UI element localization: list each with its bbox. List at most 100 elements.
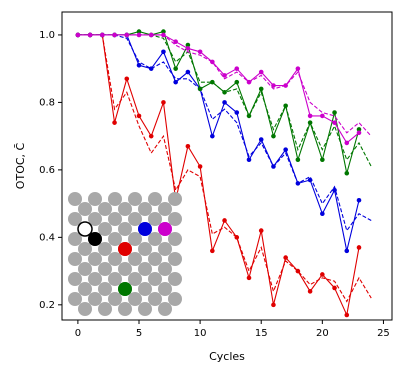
qubit xyxy=(108,252,122,266)
qubit xyxy=(168,232,182,246)
x-tick-label: 15 xyxy=(255,328,268,339)
data-point xyxy=(222,100,227,105)
qubit xyxy=(148,292,162,306)
simulation-line xyxy=(77,34,372,232)
qubit xyxy=(68,192,82,206)
data-point xyxy=(283,103,288,109)
data-line xyxy=(77,34,360,317)
data-point xyxy=(112,120,117,125)
qubit xyxy=(98,302,112,316)
data-point xyxy=(222,73,227,78)
y-tick-label: 0.8 xyxy=(39,97,55,108)
data-point xyxy=(246,275,252,281)
qubit xyxy=(118,262,132,276)
qubit xyxy=(68,232,82,246)
data-point xyxy=(258,137,264,142)
qubit xyxy=(158,242,172,256)
data-point xyxy=(283,255,288,260)
qubit xyxy=(98,222,112,236)
simulation-line xyxy=(77,34,372,137)
highlighted-qubit xyxy=(138,222,152,236)
y-tick-label: 0.2 xyxy=(39,300,55,311)
qubit xyxy=(78,282,92,296)
qubit xyxy=(138,242,152,256)
qubit xyxy=(88,272,102,286)
qubit xyxy=(98,282,112,296)
qubit xyxy=(78,262,92,276)
data-point xyxy=(332,110,337,115)
qubit xyxy=(118,302,132,316)
highlighted-qubit xyxy=(118,242,132,256)
data-point xyxy=(283,147,288,152)
qubit xyxy=(118,222,132,236)
data-point xyxy=(356,127,362,132)
data-point xyxy=(136,32,142,38)
data-point xyxy=(87,32,93,38)
qubit xyxy=(138,302,152,316)
qubit-inset xyxy=(68,192,182,316)
qubit xyxy=(78,302,92,316)
qubit xyxy=(108,292,122,306)
data-point xyxy=(173,79,178,85)
data-point xyxy=(75,32,81,38)
data-point xyxy=(344,140,350,146)
data-point xyxy=(234,66,240,71)
data-point xyxy=(234,79,240,85)
data-point xyxy=(344,248,350,254)
qubit xyxy=(68,212,82,226)
qubit xyxy=(148,192,162,206)
data-point xyxy=(185,143,191,149)
data-point xyxy=(356,130,362,136)
qubit xyxy=(128,232,142,246)
data-point xyxy=(320,157,325,163)
data-point xyxy=(112,32,117,38)
data-point xyxy=(332,285,337,291)
data-point xyxy=(234,110,240,115)
qubit xyxy=(88,192,102,206)
data-point xyxy=(124,76,130,82)
y-tick-label: 0.4 xyxy=(39,232,55,243)
data-point xyxy=(295,181,301,186)
qubit xyxy=(98,202,112,216)
x-tick-label: 5 xyxy=(136,328,142,339)
qubit xyxy=(148,212,162,226)
highlighted-qubit xyxy=(77,221,93,237)
data-point xyxy=(320,211,325,217)
data-point xyxy=(295,157,301,163)
qubit xyxy=(98,242,112,256)
data-point xyxy=(173,39,178,44)
x-tick-label: 0 xyxy=(75,328,81,339)
qubit xyxy=(118,202,132,216)
data-point xyxy=(161,32,166,38)
qubit xyxy=(168,252,182,266)
data-point xyxy=(295,66,301,71)
highlighted-qubit xyxy=(118,282,132,296)
data-point xyxy=(222,218,227,223)
qubit xyxy=(128,252,142,266)
data-point xyxy=(210,133,215,139)
plot-frame xyxy=(61,11,393,321)
qubit xyxy=(128,292,142,306)
data-point xyxy=(185,42,191,48)
qubit xyxy=(78,202,92,216)
data-point xyxy=(271,164,276,169)
data-point xyxy=(148,66,154,71)
data-point xyxy=(295,268,301,274)
qubit xyxy=(98,262,112,276)
data-point xyxy=(210,248,215,254)
data-point xyxy=(320,272,325,277)
qubit xyxy=(148,252,162,266)
data-point xyxy=(271,302,276,308)
data-point xyxy=(246,79,252,85)
data-point xyxy=(185,46,191,51)
data-point xyxy=(173,66,178,71)
data-point xyxy=(197,49,203,55)
data-point xyxy=(271,133,276,139)
qubit xyxy=(138,282,152,296)
data-point xyxy=(161,100,166,105)
data-point xyxy=(185,69,191,75)
data-point xyxy=(148,133,154,139)
qubit xyxy=(168,192,182,206)
data-point xyxy=(356,245,362,250)
